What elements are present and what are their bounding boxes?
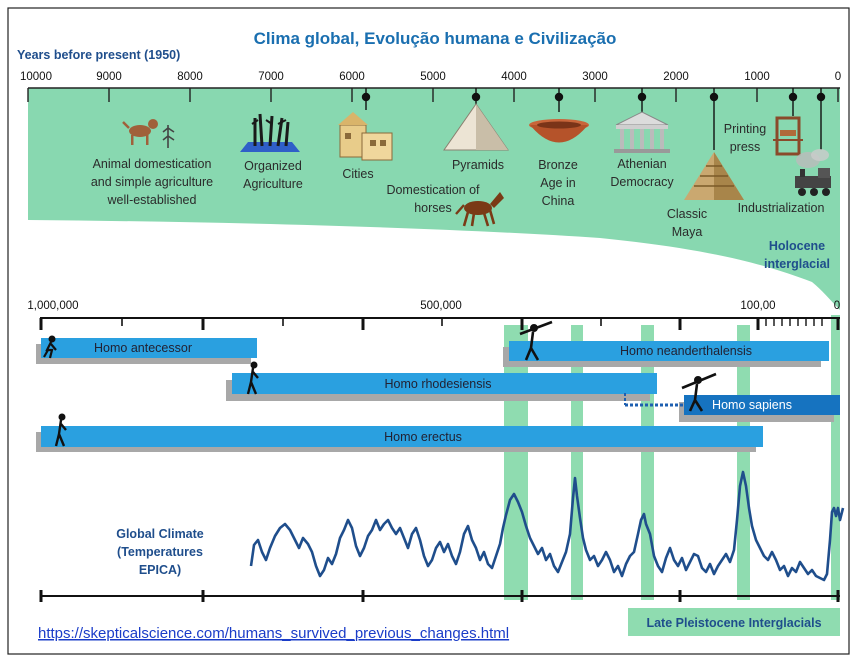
event-label: Pyramids xyxy=(452,158,504,172)
interglacial-band xyxy=(831,315,840,600)
city-icon xyxy=(338,112,393,161)
epica-temperature-curve xyxy=(249,470,845,582)
printing-press-icon xyxy=(773,116,803,156)
maya-pyramid-icon xyxy=(684,152,744,200)
species-label: Homo neanderthalensis xyxy=(620,344,752,358)
climate-label: (Temperatures xyxy=(117,545,203,559)
event-pin-dot xyxy=(816,92,826,102)
species-label: Homo rhodesiensis xyxy=(385,377,492,391)
species-bar xyxy=(509,341,829,361)
event-label: Animal domestication xyxy=(93,157,212,171)
hunter-with-spear-icon xyxy=(519,320,553,361)
dog-icon xyxy=(122,119,175,148)
event-label: Bronze xyxy=(538,158,578,172)
hominin-figure-icon xyxy=(54,413,67,447)
event-pin-dot xyxy=(471,92,481,102)
top-axis-ticks xyxy=(27,88,839,102)
interglacial-band xyxy=(737,325,750,600)
event-pin-dot xyxy=(709,92,719,102)
top-tick-label: 3000 xyxy=(582,71,608,83)
top-axis-tick-labels: 10000 9000 8000 7000 6000 5000 4000 3000… xyxy=(20,71,841,83)
top-tick-label: 1000 xyxy=(744,71,770,83)
climate-label: EPICA) xyxy=(139,563,181,577)
interglacial-band xyxy=(504,325,528,600)
species-label: Homo erectus xyxy=(384,430,462,444)
top-tick-label: 7000 xyxy=(258,71,284,83)
species-bar-neanderthalensis: Homo neanderthalensis xyxy=(503,341,829,367)
event-pins xyxy=(361,88,826,150)
bottom-axis-tick-labels: 1,000,000 500,000 100,00 0 xyxy=(27,300,840,312)
holocene-label: interglacial xyxy=(764,257,830,271)
event-label: Printing xyxy=(724,122,766,136)
bronze-bowl-icon xyxy=(529,119,589,143)
species-bar xyxy=(41,338,257,358)
top-tick-label: 10000 xyxy=(20,71,52,83)
species-label: Homo antecessor xyxy=(94,341,192,355)
species-bar xyxy=(41,426,763,447)
bottom-tick-label: 500,000 xyxy=(420,300,462,312)
hominin-figure-icon xyxy=(246,361,259,395)
top-axis-title: Years before present (1950) xyxy=(17,48,180,62)
bottom-tick-label: 0 xyxy=(834,300,840,312)
interglacial-legend-box xyxy=(628,608,840,636)
holocene-label: Holocene xyxy=(769,239,825,253)
event-label: Maya xyxy=(672,225,703,239)
event-label: Industrialization xyxy=(738,201,825,215)
bottom-lower-axis-ticks xyxy=(39,590,840,602)
temple-icon xyxy=(614,111,670,153)
event-pin-dot xyxy=(788,92,798,102)
species-bar-erectus: Homo erectus xyxy=(36,426,763,452)
species-bar xyxy=(232,373,657,394)
page-frame xyxy=(7,7,850,655)
top-tick-label: 5000 xyxy=(420,71,446,83)
holocene-band xyxy=(28,88,840,310)
event-pin-dot xyxy=(554,92,564,102)
hominin-figures xyxy=(43,320,717,447)
species-bar-antecessor: Homo antecessor xyxy=(36,338,257,364)
hunter-with-spear-icon xyxy=(681,372,717,412)
top-tick-label: 6000 xyxy=(339,71,365,83)
event-label: press xyxy=(730,140,761,154)
horse-icon xyxy=(455,192,504,227)
event-label: Classic xyxy=(667,207,707,221)
event-label: Age in xyxy=(540,176,575,190)
locomotive-icon xyxy=(795,149,831,196)
bottom-axis-ticks xyxy=(39,318,840,330)
top-tick-label: 0 xyxy=(835,71,841,83)
event-pin-dot xyxy=(361,92,371,102)
event-label: horses xyxy=(414,201,452,215)
bottom-tick-label: 100,00 xyxy=(740,300,775,312)
species-bar-sapiens: Homo sapiens xyxy=(624,393,840,422)
event-labels: Animal domestication and simple agricult… xyxy=(91,122,825,239)
event-label: Athenian xyxy=(617,157,666,171)
bottom-tick-label: 1,000,000 xyxy=(27,300,78,312)
interglacial-legend-label: Late Pleistocene Interglacials xyxy=(646,616,821,630)
page-title: Clima global, Evolução humana e Civiliza… xyxy=(254,29,617,48)
climate-label: Global Climate xyxy=(116,527,204,541)
species-bar-rhodesiensis: Homo rhodesiensis xyxy=(226,373,657,401)
pyramid-icon xyxy=(443,103,509,151)
top-tick-label: 4000 xyxy=(501,71,527,83)
event-label: and simple agriculture xyxy=(91,175,213,189)
event-pin-dot xyxy=(637,92,647,102)
crops-icon xyxy=(240,113,300,152)
event-label: well-established xyxy=(107,193,197,207)
event-label: Cities xyxy=(342,167,373,181)
event-label: Agriculture xyxy=(243,177,303,191)
event-label: China xyxy=(542,194,575,208)
source-link[interactable]: https://skepticalscience.com/humans_surv… xyxy=(38,625,509,642)
top-tick-label: 9000 xyxy=(96,71,122,83)
event-label: Domestication of xyxy=(386,183,480,197)
top-tick-label: 2000 xyxy=(663,71,689,83)
species-label: Homo sapiens xyxy=(712,398,792,412)
top-tick-label: 8000 xyxy=(177,71,203,83)
event-label: Democracy xyxy=(610,175,674,189)
event-label: Organized xyxy=(244,159,302,173)
hominin-figure-icon xyxy=(43,335,57,359)
species-bar xyxy=(684,395,840,415)
